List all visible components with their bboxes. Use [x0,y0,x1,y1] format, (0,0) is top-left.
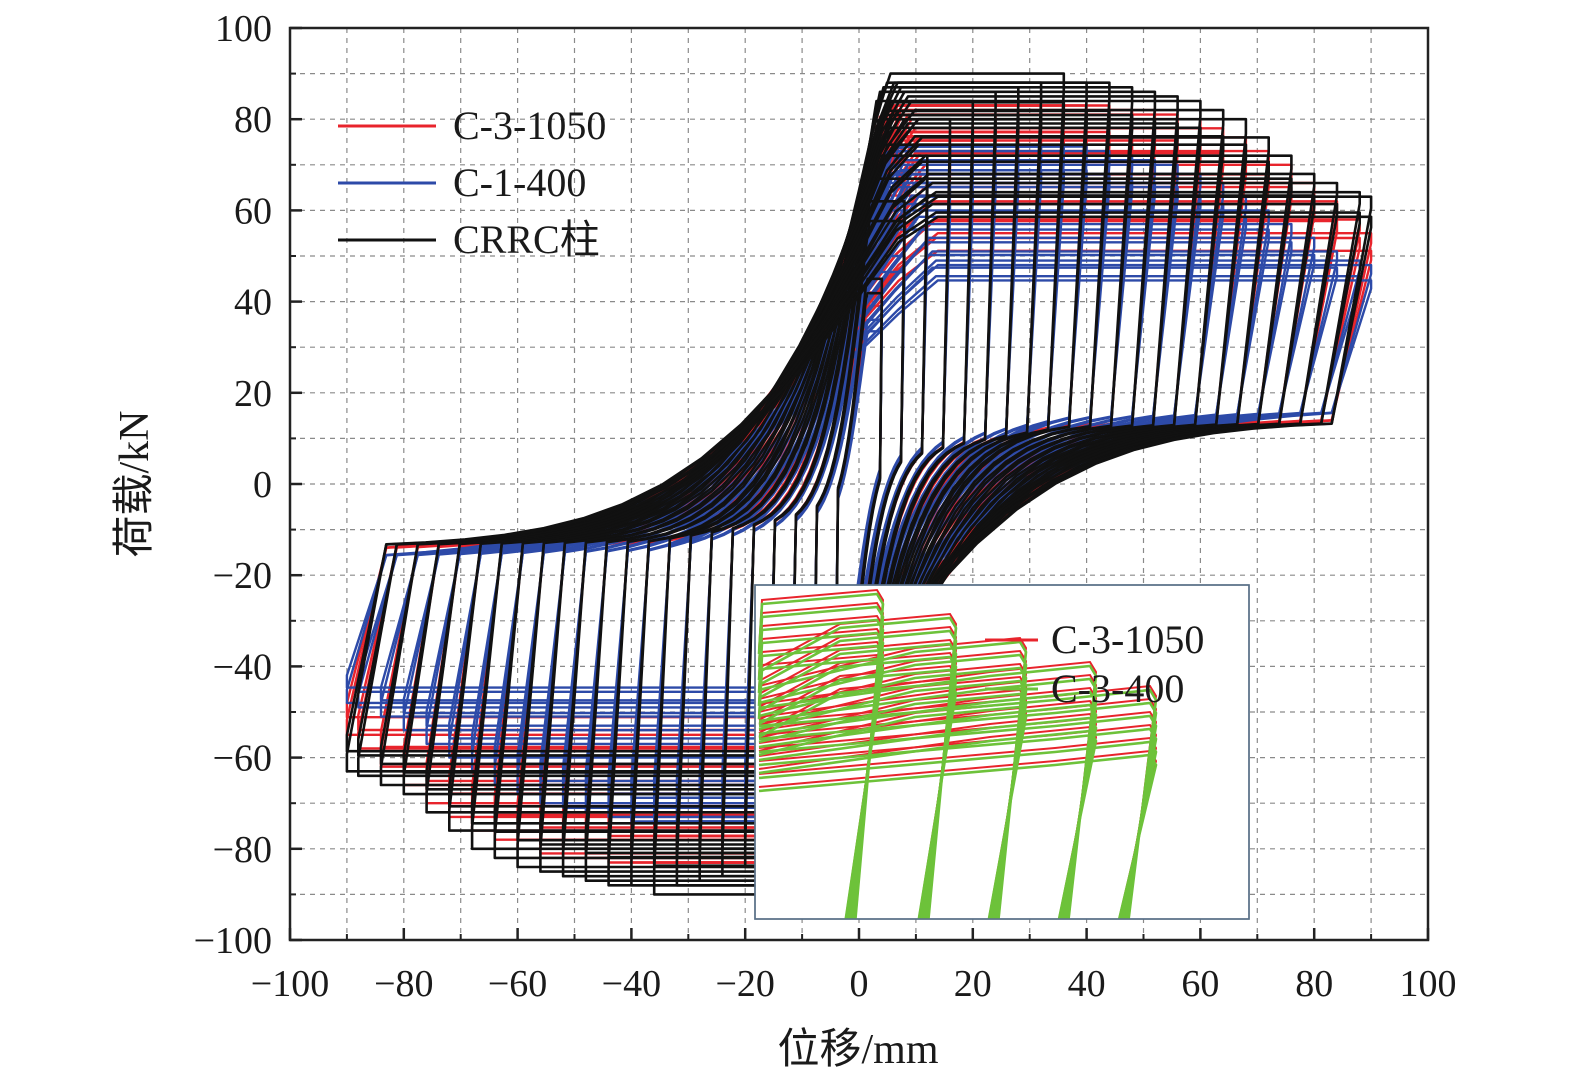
hysteresis-loop [345,195,1373,773]
x-axis-title: 位移/mm [777,1026,938,1073]
y-tick-label: 100 [215,8,272,50]
y-tick-label: −80 [213,829,272,871]
x-tick-label: 20 [954,963,992,1005]
y-tick-label: 20 [234,373,272,415]
inset-loop-branch [758,753,1158,919]
inset-curves [757,588,1158,919]
inset-legend-label-c3-1050: C-3-1050 [1051,617,1204,662]
x-tick-label: 80 [1295,963,1333,1005]
hysteresis-loop [584,86,1134,882]
axis-ticks: −100 −80 −60 −40 −20 0 20 40 60 80 100 −100 −80 −60 −4… [194,8,1457,1005]
x-tick-label: −40 [602,963,661,1005]
inset-frame [754,584,1250,920]
hysteresis-loop [345,215,1373,753]
x-tick-label: −80 [374,963,433,1005]
x-tick-label: −60 [488,963,547,1005]
inset-legend-label-c3-400: C-3-400 [1051,666,1184,711]
hysteresis-loop [584,113,1134,855]
inset-loop-branch [758,740,1158,919]
y-tick-label: 80 [234,99,272,141]
x-tick-label: 40 [1068,963,1106,1005]
hysteresis-loop [448,228,1270,740]
y-tick-label: 0 [253,464,272,506]
x-tick-label: 0 [850,963,869,1005]
x-tick-label: −100 [251,963,329,1005]
y-tick-label: −100 [194,920,272,962]
legend: C-3-1050 C-1-400 CRRC柱 [338,103,606,262]
y-tick-label: −20 [213,555,272,597]
y-tick-label: 40 [234,282,272,324]
hysteresis-loop [516,126,1202,842]
legend-label-crrc: CRRC柱 [453,217,600,262]
y-tick-label: −40 [213,646,272,688]
y-axis-title: 荷载/kN [112,410,158,557]
inset-panel: C-3-1050 C-3-400 [754,584,1250,920]
hysteresis-loop [379,202,1339,766]
y-tick-label: −60 [213,738,272,780]
legend-label-c3-1050: C-3-1050 [453,103,606,148]
x-tick-label: 60 [1181,963,1219,1005]
hysteresis-loop [470,143,1248,825]
inset-loop-branch [758,681,958,919]
legend-label-c1-400: C-1-400 [453,160,586,205]
x-tick-label: 100 [1400,963,1457,1005]
x-tick-label: −20 [715,963,774,1005]
y-tick-label: 60 [234,190,272,232]
